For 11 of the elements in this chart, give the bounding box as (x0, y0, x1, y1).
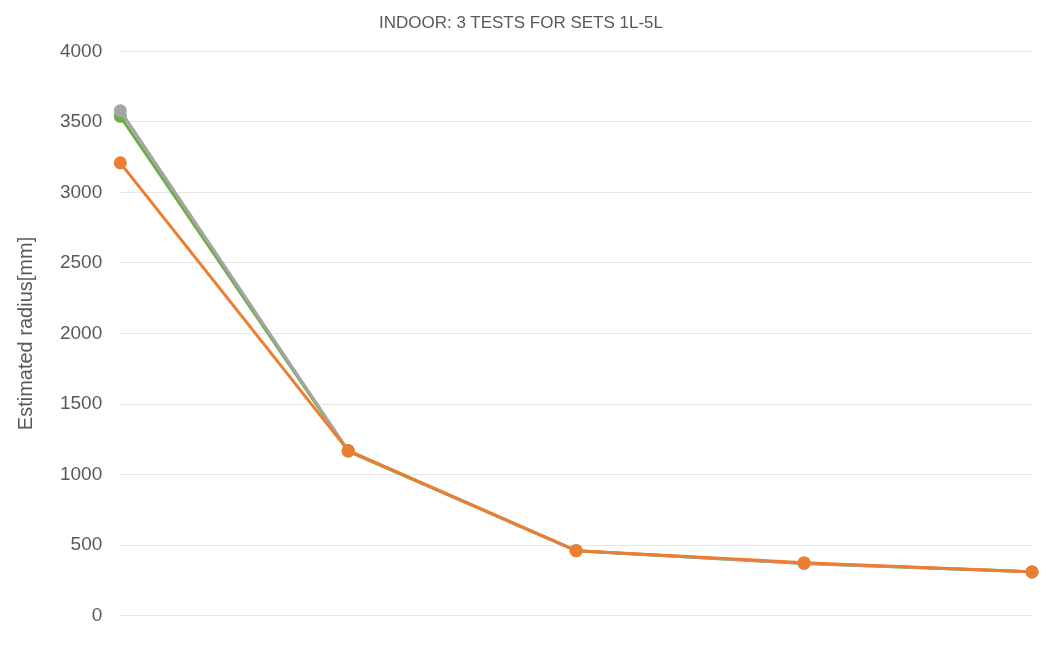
y-tick-label: 3000 (59, 180, 103, 202)
y-tick-label: 4000 (59, 39, 103, 61)
chart-title: INDOOR: 3 TESTS FOR SETS 1L-5L (378, 12, 664, 32)
y-tick-label: 500 (70, 533, 103, 555)
y-tick-label: 2500 (59, 251, 103, 273)
y-tick-label: 1000 (59, 462, 103, 484)
y-tick-label: 1500 (59, 392, 103, 414)
y-tick-label: 2000 (59, 321, 103, 343)
y-tick-label: 3500 (59, 110, 103, 132)
y-axis-title: Estimated radius[mm] (13, 236, 36, 431)
y-tick-label: 0 (91, 603, 103, 625)
